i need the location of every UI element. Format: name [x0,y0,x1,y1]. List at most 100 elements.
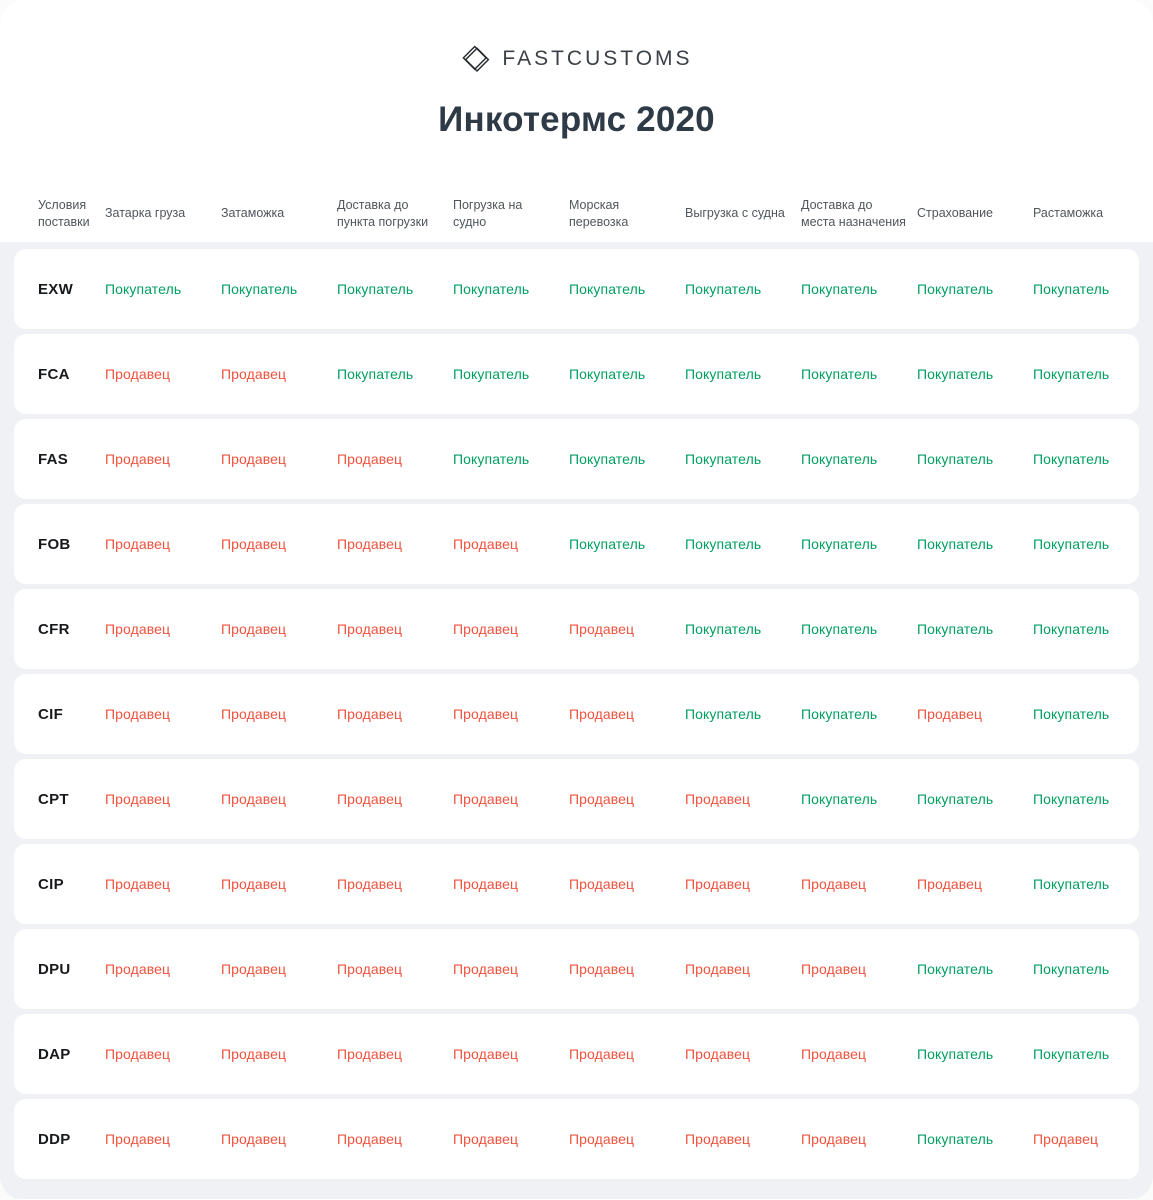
role-cell-buyer: Покупатель [685,706,762,722]
role-cell-seller: Продавец [685,1131,751,1147]
column-header-7: Выгрузка с судна [685,206,785,221]
role-cell-buyer: Покупатель [1033,791,1110,807]
role-cell-seller: Продавец [453,961,519,977]
role-cell-seller: Продавец [221,1046,287,1062]
row-code: CFR [38,620,70,638]
role-cell-seller: Продавец [105,791,171,807]
role-cell-seller: Продавец [221,536,287,552]
role-cell-buyer: Покупатель [569,281,646,297]
role-cell-seller: Продавец [221,706,287,722]
role-cell-buyer: Покупатель [801,621,878,637]
row-code: CPT [38,790,69,808]
column-header-5: Погрузка на судно [453,197,523,230]
table-row: FAS Продавец Продавец Продавец Покупатель По… [14,419,1139,499]
role-cell-buyer: Покупатель [685,281,762,297]
role-cell-seller: Продавец [221,876,287,892]
table-row: EXW Покупатель Покупатель Покупатель Покупа… [14,249,1139,329]
role-cell-buyer: Покупатель [569,451,646,467]
role-cell-buyer: Покупатель [917,366,994,382]
role-cell-buyer: Покупатель [917,1131,994,1147]
row-code: CIP [38,875,64,893]
brand-name: FASTCUSTOMS [502,47,693,70]
role-cell-seller: Продавец [105,536,171,552]
role-cell-buyer: Покупатель [337,281,414,297]
role-cell-seller: Продавец [337,1046,403,1062]
role-cell-seller: Продавец [685,1046,751,1062]
column-header-10: Растаможка [1033,206,1104,221]
role-cell-buyer: Покупатель [1033,876,1110,892]
column-header-4: Доставка до пункта погрузки [337,197,429,230]
role-cell-seller: Продавец [917,876,983,892]
role-cell-buyer: Покупатель [569,536,646,552]
row-code: FCA [38,365,70,383]
role-cell-buyer: Покупатель [221,281,298,297]
role-cell-seller: Продавец [105,706,171,722]
table-row: CIF Продавец Продавец Продавец Продавец Прод… [14,674,1139,754]
fastcustoms-diamond-icon [462,45,490,72]
role-cell-buyer: Покупатель [685,621,762,637]
role-cell-buyer: Покупатель [685,536,762,552]
role-cell-seller: Продавец [801,961,867,977]
role-cell-seller: Продавец [453,1131,519,1147]
role-cell-seller: Продавец [685,961,751,977]
role-cell-seller: Продавец [569,791,635,807]
role-cell-buyer: Покупатель [801,366,878,382]
role-cell-buyer: Покупатель [917,621,994,637]
role-cell-buyer: Покупатель [917,281,994,297]
role-cell-seller: Продавец [569,1131,635,1147]
role-cell-seller: Продавец [685,791,751,807]
column-header-6: Морская перевозка [569,197,629,230]
role-cell-seller: Продавец [221,451,287,467]
role-cell-buyer: Покупатель [801,536,878,552]
role-cell-buyer: Покупатель [801,281,878,297]
role-cell-buyer: Покупатель [801,791,878,807]
role-cell-seller: Продавец [1033,1131,1099,1147]
role-cell-buyer: Покупатель [1033,706,1110,722]
role-cell-seller: Продавец [801,876,867,892]
role-cell-buyer: Покупатель [1033,621,1110,637]
row-code: DAP [38,1045,71,1063]
role-cell-buyer: Покупатель [801,451,878,467]
column-header-1: Условия поставки [38,197,90,230]
role-cell-buyer: Покупатель [1033,961,1110,977]
role-cell-seller: Продавец [685,876,751,892]
table-row: CPT Продавец Продавец Продавец Продавец Прод… [14,759,1139,839]
table-body: EXW Покупатель Покупатель Покупатель Покупа… [0,242,1153,1199]
role-cell-seller: Продавец [105,366,171,382]
role-cell-buyer: Покупатель [917,961,994,977]
role-cell-buyer: Покупатель [453,451,530,467]
row-code: EXW [38,280,74,298]
role-cell-seller: Продавец [453,876,519,892]
column-header-9: Страхование [917,206,994,221]
brand-header: FASTCUSTOMS [0,0,1153,74]
role-cell-seller: Продавец [105,621,171,637]
role-cell-buyer: Покупатель [917,536,994,552]
table-row: FOB Продавец Продавец Продавец Продавец Поку… [14,504,1139,584]
role-cell-seller: Продавец [569,1046,635,1062]
role-cell-seller: Продавец [221,1131,287,1147]
role-cell-buyer: Покупатель [1033,536,1110,552]
role-cell-seller: Продавец [221,791,287,807]
role-cell-seller: Продавец [105,451,171,467]
row-code: DDP [38,1130,71,1148]
row-code: DPU [38,960,71,978]
role-cell-buyer: Покупатель [569,366,646,382]
role-cell-seller: Продавец [105,1046,171,1062]
role-cell-buyer: Покупатель [801,706,878,722]
role-cell-seller: Продавец [569,876,635,892]
role-cell-buyer: Покупатель [1033,366,1110,382]
page-title: Инкотермс 2020 [438,100,715,139]
role-cell-buyer: Покупатель [453,281,530,297]
role-cell-buyer: Покупатель [685,366,762,382]
column-header-2: Затарка груза [105,206,186,221]
table-row: DDP Продавец Продавец Продавец Продавец Прод… [14,1099,1139,1179]
role-cell-seller: Продавец [453,791,519,807]
role-cell-buyer: Покупатель [685,451,762,467]
role-cell-seller: Продавец [337,876,403,892]
role-cell-buyer: Покупатель [917,451,994,467]
role-cell-seller: Продавец [569,961,635,977]
role-cell-seller: Продавец [569,706,635,722]
role-cell-seller: Продавец [801,1131,867,1147]
role-cell-seller: Продавец [105,876,171,892]
role-cell-buyer: Покупатель [105,281,182,297]
